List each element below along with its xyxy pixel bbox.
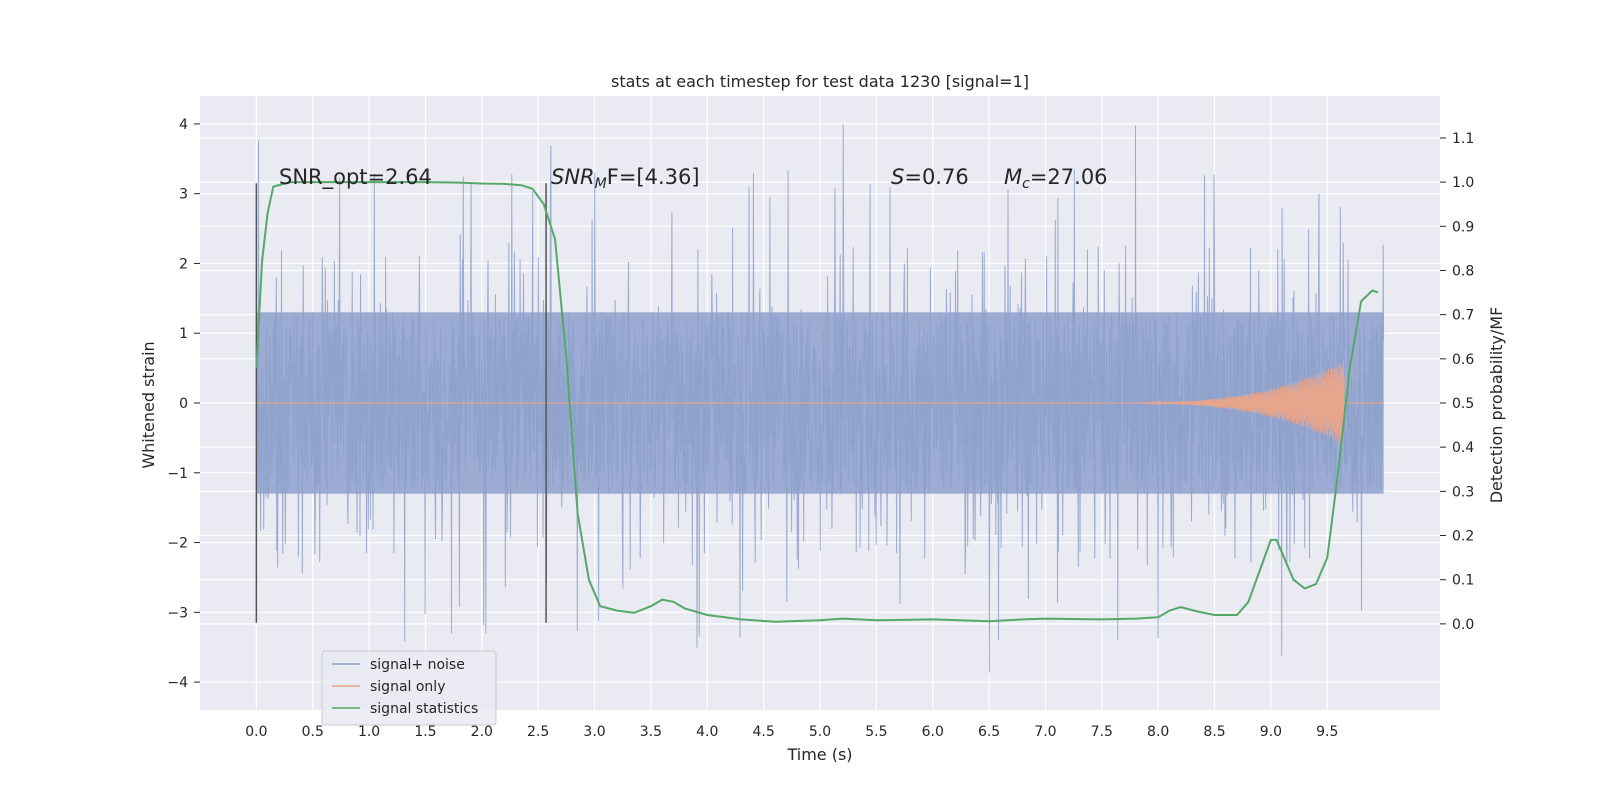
window-markers — [255, 183, 547, 623]
s-symbol: S — [891, 165, 904, 189]
y-tick-label: 3 — [179, 187, 188, 203]
legend-label-signal-only: signal only — [370, 679, 445, 695]
legend-label-signal-noise: signal+ noise — [370, 657, 465, 673]
x-tick-label: 2.5 — [527, 724, 549, 740]
annotation-s: S=0.76 — [891, 165, 969, 189]
x-tick-label: 1.5 — [414, 724, 436, 740]
y-tick-label: −1 — [167, 466, 188, 482]
annotation-snr-mf: SNRMF=[4.36] — [551, 165, 700, 192]
x-tick-label: 5.0 — [809, 724, 831, 740]
x-tick-label: 0.0 — [245, 724, 267, 740]
signal-only-series — [256, 361, 1384, 444]
annotation-snr-opt: SNR_opt=2.64 — [279, 165, 432, 190]
x-axis-ticks: 0.0 0.5 1.0 1.5 2.0 2.5 3.0 3.5 4.0 4.5 5.0 5.5 6.0 6… — [245, 724, 1338, 740]
x-tick-label: 9.5 — [1316, 724, 1338, 740]
x-tick-label: 9.0 — [1260, 724, 1282, 740]
snr-mf-subscript: M — [595, 176, 607, 192]
y-axis-label: Whitened strain — [139, 341, 158, 468]
mc-symbol: M — [1004, 165, 1022, 189]
snr-mf-suffix: F=[4.36] — [607, 165, 700, 189]
x-tick-label: 3.5 — [640, 724, 662, 740]
y2-axis-ticks: 1.1 1.0 0.9 0.8 0.7 0.6 0.5 0.4 0.3 0.2 0.1 0.0 — [1440, 131, 1474, 633]
y-tick-label: −2 — [167, 536, 188, 552]
signal-statistics-line — [255, 181, 1379, 623]
x-tick-label: 1.0 — [358, 724, 380, 740]
y-tick-label: 1 — [179, 326, 188, 342]
legend-label-signal-statistics: signal statistics — [370, 701, 478, 717]
y2-tick-label: 0.6 — [1452, 352, 1474, 368]
y2-axis-label: Detection probability/MF — [1487, 307, 1506, 504]
mc-subscript: c — [1022, 176, 1030, 192]
x-tick-label: 6.0 — [922, 724, 944, 740]
x-tick-label: 8.5 — [1203, 724, 1225, 740]
y2-tick-label: 1.1 — [1452, 131, 1474, 147]
y2-tick-label: 0.4 — [1452, 440, 1474, 456]
y2-tick-label: 0.2 — [1452, 529, 1474, 545]
legend-box — [321, 650, 497, 726]
y2-tick-label: 0.3 — [1452, 484, 1474, 500]
y-tick-label: −4 — [167, 675, 188, 691]
x-tick-label: 8.0 — [1147, 724, 1169, 740]
x-tick-label: 2.0 — [471, 724, 493, 740]
signal-statistics-series — [255, 181, 1379, 623]
y2-tick-label: 1.0 — [1452, 175, 1474, 191]
x-tick-label: 4.0 — [696, 724, 718, 740]
y-axis-ticks: 4 3 2 1 0 −1 −2 −3 −4 — [167, 117, 200, 691]
y2-tick-label: 0.5 — [1452, 396, 1474, 412]
y2-tick-label: 0.8 — [1452, 263, 1474, 279]
y2-tick-label: 0.1 — [1452, 573, 1474, 589]
x-tick-label: 0.5 — [302, 724, 324, 740]
y2-tick-label: 0.9 — [1452, 219, 1474, 235]
snr-mf-prefix: SNR — [551, 165, 595, 189]
x-tick-label: 6.5 — [978, 724, 1000, 740]
y-tick-label: −3 — [167, 605, 188, 621]
chart-title: stats at each timestep for test data 123… — [611, 72, 1029, 91]
annotation-mc: Mc=27.06 — [1004, 165, 1108, 192]
s-value: =0.76 — [904, 165, 968, 189]
signal-only-chirp — [1101, 361, 1345, 444]
x-tick-label: 7.0 — [1034, 724, 1056, 740]
x-tick-label: 7.5 — [1091, 724, 1113, 740]
y2-tick-label: 0.0 — [1452, 617, 1474, 633]
y-tick-label: 0 — [179, 396, 188, 412]
mc-value: =27.06 — [1030, 165, 1108, 189]
y-tick-label: 4 — [179, 117, 188, 133]
x-tick-label: 5.5 — [865, 724, 887, 740]
y2-tick-label: 0.7 — [1452, 308, 1474, 324]
x-tick-label: 4.5 — [753, 724, 775, 740]
x-tick-label: 3.0 — [583, 724, 605, 740]
legend: signal+ noise signal only signal statist… — [321, 650, 497, 726]
y-tick-label: 2 — [179, 256, 188, 272]
x-axis-label: Time (s) — [786, 745, 852, 764]
